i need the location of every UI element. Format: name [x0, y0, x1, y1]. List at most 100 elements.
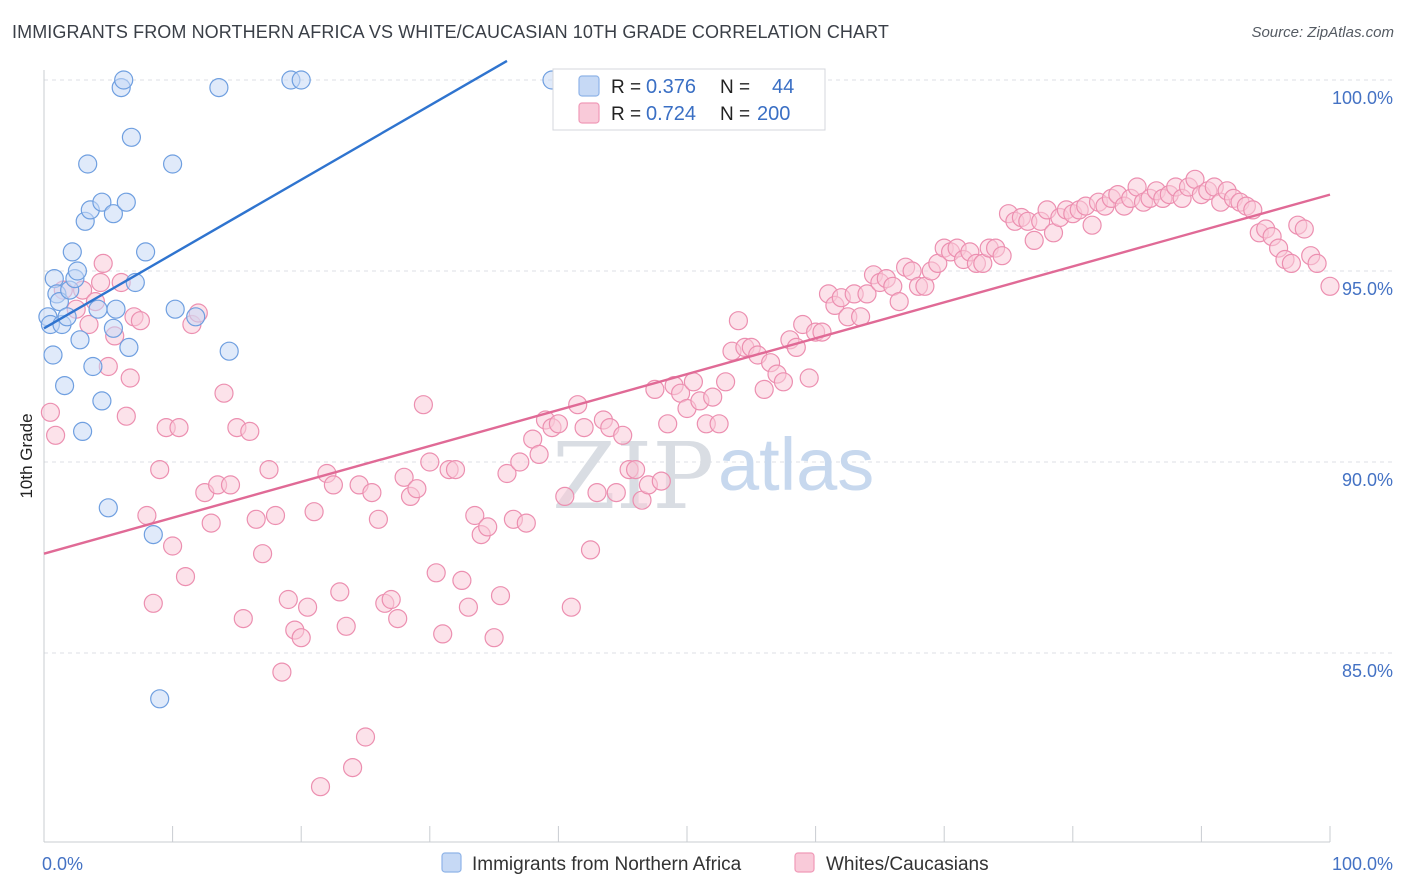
legend-box: R = 0.376 N = 44 R = 0.724 N = 200	[552, 68, 826, 131]
point-whites-46	[330, 582, 350, 602]
point-immigrants-28	[116, 192, 136, 212]
point-immigrants-22	[98, 498, 118, 518]
point-whites-52	[368, 509, 388, 529]
point-whites-5	[79, 314, 99, 335]
point-immigrants-27	[114, 70, 134, 90]
point-whites-81	[555, 486, 575, 506]
bottom-legend-label-pink: Whites/Caucasians	[826, 854, 989, 875]
x-tick-label-0: 0.0%	[42, 854, 83, 874]
point-whites-69	[478, 517, 498, 537]
point-whites-82	[561, 597, 581, 617]
legend-r-value-pink: 0.724	[646, 103, 696, 125]
point-whites-32	[240, 421, 260, 441]
point-whites-71	[490, 586, 511, 606]
point-immigrants-39	[219, 341, 239, 361]
series-whites	[40, 169, 1340, 797]
point-immigrants-21	[92, 391, 112, 411]
point-immigrants-12	[67, 261, 88, 281]
point-whites-59	[413, 395, 433, 415]
point-whites-8	[93, 253, 113, 273]
point-whites-45	[323, 475, 343, 495]
point-whites-48	[343, 757, 363, 778]
point-immigrants-24	[103, 204, 124, 224]
point-whites-86	[587, 483, 607, 503]
point-immigrants-30	[121, 127, 141, 147]
point-whites-64	[445, 460, 466, 480]
y-tick-label-0: 85.0%	[1342, 661, 1393, 681]
point-whites-54	[381, 589, 401, 610]
point-whites-75	[516, 513, 536, 533]
point-whites-15	[130, 311, 150, 331]
legend-n-label-pink: N =	[720, 104, 750, 125]
legend-n-label-blue: N =	[720, 77, 750, 98]
point-immigrants-19	[88, 299, 108, 319]
point-immigrants-36	[165, 299, 185, 319]
point-whites-34	[253, 544, 273, 564]
point-whites-106	[715, 372, 736, 392]
point-whites-37	[272, 662, 292, 682]
bottom-legend-swatch-pink	[794, 852, 815, 873]
point-whites-40	[291, 628, 311, 648]
point-immigrants-34	[150, 689, 170, 709]
point-whites-133	[889, 292, 909, 312]
point-whites-104	[703, 387, 723, 407]
point-whites-60	[420, 452, 440, 472]
point-immigrants-41	[291, 70, 311, 90]
point-whites-66	[458, 597, 478, 617]
point-immigrants-10	[62, 242, 82, 262]
point-whites-65	[452, 570, 472, 591]
point-whites-112	[754, 379, 774, 399]
point-whites-80	[548, 414, 569, 434]
chart-title: IMMIGRANTS FROM NORTHERN AFRICA VS WHITE…	[12, 22, 889, 42]
point-immigrants-13	[70, 330, 90, 350]
legend-swatch-pink	[578, 102, 600, 124]
point-immigrants-29	[119, 337, 139, 357]
point-whites-85	[580, 540, 601, 560]
point-whites-7	[90, 272, 111, 293]
point-whites-92	[625, 460, 646, 480]
x-tick-label-1: 100.0%	[1332, 854, 1393, 874]
x-tick-labels: 0.0% 100.0%	[42, 854, 1393, 874]
point-whites-74	[510, 452, 530, 472]
point-whites-38	[278, 589, 298, 610]
point-immigrants-7	[54, 376, 75, 396]
point-immigrants-16	[78, 154, 98, 174]
legend-r-label-pink: R =	[611, 104, 641, 125]
series-immigrants	[38, 70, 562, 709]
point-whites-77	[529, 444, 549, 464]
trend-lines	[43, 59, 1331, 555]
bottom-legend: Immigrants from Northern Africa Whites/C…	[441, 852, 989, 875]
point-whites-29	[220, 475, 241, 495]
watermark-atlas: atlas	[718, 423, 874, 506]
point-whites-96	[651, 471, 671, 491]
point-whites-28	[214, 383, 234, 403]
point-whites-194	[1281, 253, 1302, 273]
point-immigrants-20	[92, 192, 112, 212]
point-whites-42	[304, 502, 324, 522]
legend-n-value-pink: 200	[757, 103, 790, 125]
bottom-legend-label-blue: Immigrants from Northern Africa	[472, 854, 742, 875]
y-tick-label-3: 100.0%	[1332, 88, 1393, 108]
point-whites-1	[45, 425, 66, 445]
point-whites-196	[1294, 219, 1314, 239]
legend-swatch-blue	[578, 75, 600, 97]
point-immigrants-18	[83, 356, 103, 377]
point-whites-97	[658, 414, 678, 434]
point-whites-47	[336, 616, 356, 636]
y-tick-labels: 85.0% 90.0% 95.0% 100.0%	[1332, 88, 1393, 681]
data-points	[38, 70, 1340, 797]
y-axis-title: 10th Grade	[17, 413, 36, 498]
point-immigrants-14	[72, 421, 93, 441]
point-whites-17	[143, 593, 163, 613]
point-whites-108	[728, 311, 749, 331]
point-whites-55	[388, 608, 408, 629]
point-whites-198	[1307, 253, 1327, 273]
point-whites-62	[433, 624, 453, 644]
point-whites-0	[40, 402, 61, 422]
point-whites-115	[773, 372, 794, 392]
point-whites-101	[683, 372, 704, 392]
axes	[43, 70, 1331, 843]
point-whites-26	[201, 513, 221, 533]
point-whites-33	[246, 509, 266, 529]
